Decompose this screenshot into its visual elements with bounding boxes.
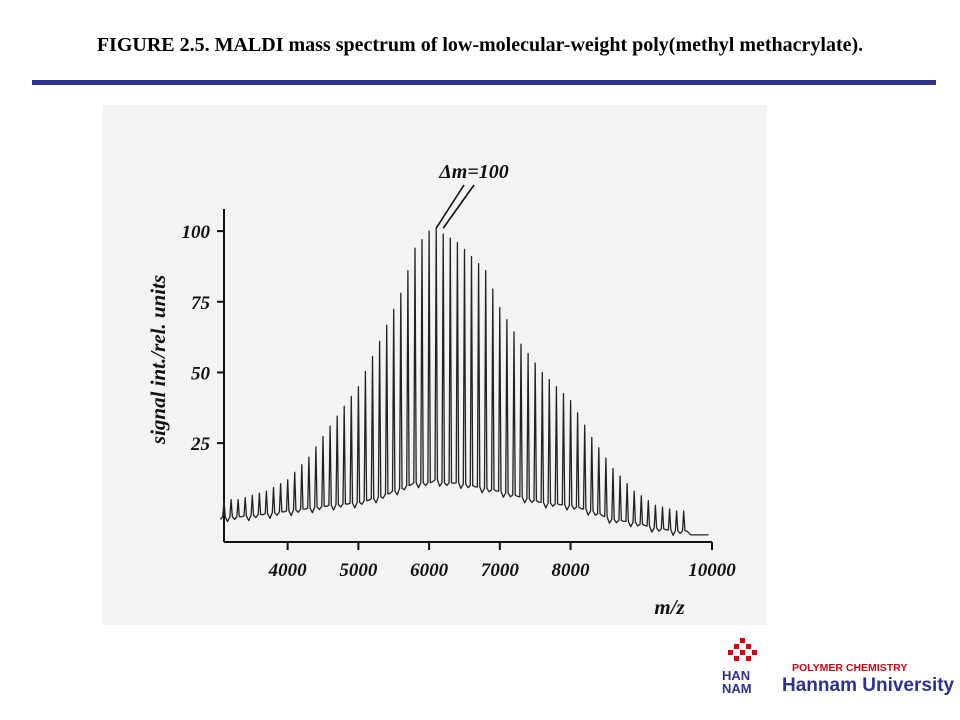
- delta-m-annotation: Δm=100: [438, 161, 509, 183]
- logo-square: [752, 650, 757, 655]
- plot-area: [219, 184, 709, 536]
- y-tick-label: 75: [191, 293, 211, 314]
- logo-mark-nam: NAM: [722, 681, 752, 696]
- title-underline: [32, 80, 936, 85]
- x-axis-label: m/z: [654, 595, 685, 619]
- logo-mark-han: HAN: [722, 668, 750, 683]
- logo-university-name: Hannam University: [782, 675, 955, 696]
- logo-tagline: POLYMER CHEMISTRY: [792, 662, 908, 674]
- logo-square: [746, 656, 751, 661]
- hannam-university-logo: HAN NAM POLYMER CHEMISTRY Hannam Univers…: [722, 638, 955, 700]
- x-tick-label: 10000: [688, 560, 736, 581]
- logo-square: [728, 650, 733, 655]
- logo-square: [746, 644, 751, 649]
- y-axis: 25 50 75 100: [182, 209, 225, 542]
- scanned-figure-background: [102, 105, 767, 625]
- x-tick-label: 5000: [339, 560, 378, 581]
- logo-red-squares: [728, 638, 757, 661]
- logo-square: [740, 650, 745, 655]
- logo-square: [734, 656, 739, 661]
- mass-spectrum-chart: 25 50 75 100 4000 5000 6000 7000 8000 10000 sign…: [146, 161, 736, 619]
- logo-square: [734, 644, 739, 649]
- x-tick-label: 4000: [268, 560, 308, 581]
- x-tick-label: 6000: [410, 560, 449, 581]
- hannam-logo-mark: HAN NAM: [722, 638, 757, 696]
- logo-square: [740, 638, 745, 643]
- figure-title: FIGURE 2.5. MALDI mass spectrum of low-m…: [96, 34, 864, 56]
- y-axis-label: signal int./rel. units: [146, 275, 170, 445]
- y-tick-label: 50: [191, 363, 211, 384]
- spectrum-trace: [219, 227, 709, 536]
- annotation-pointer-right: [442, 184, 475, 229]
- y-tick-label: 25: [190, 434, 211, 455]
- annotation-pointer-left: [435, 184, 465, 229]
- y-tick-label: 100: [182, 222, 211, 243]
- x-tick-label: 7000: [481, 560, 519, 581]
- x-axis: 4000 5000 6000 7000 8000 10000: [224, 541, 736, 581]
- x-tick-label: 8000: [552, 560, 591, 581]
